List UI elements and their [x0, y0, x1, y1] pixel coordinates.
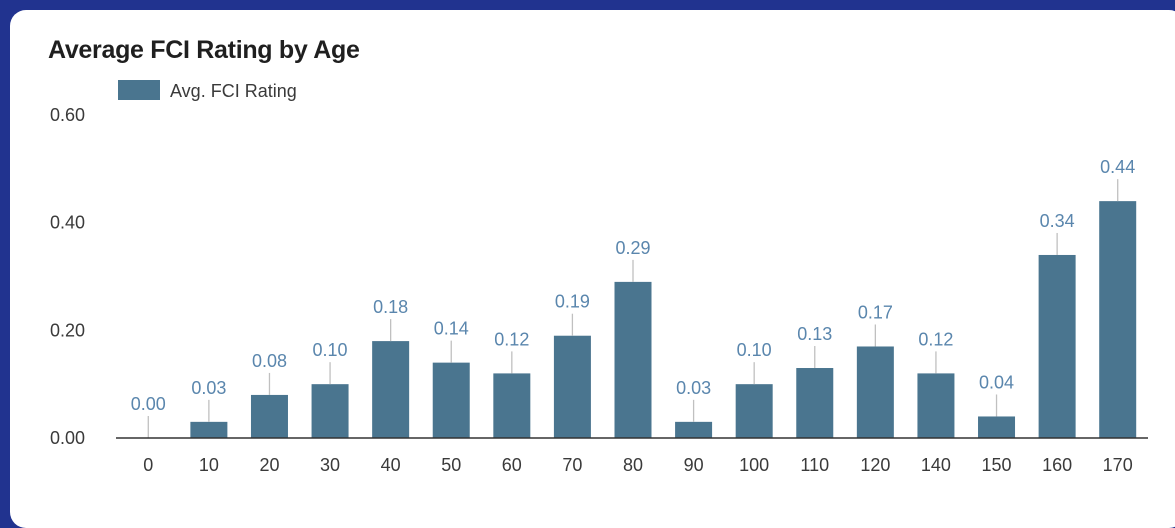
data-label: 0.10	[313, 340, 348, 360]
data-label: 0.08	[252, 351, 287, 371]
bar	[615, 282, 652, 438]
data-label: 0.17	[858, 302, 893, 322]
x-tick-label: 20	[259, 455, 279, 475]
bar	[190, 422, 227, 438]
bar	[493, 373, 530, 438]
bar	[372, 341, 409, 438]
x-tick-label: 110	[800, 455, 829, 475]
data-label: 0.19	[555, 292, 590, 312]
bar	[796, 368, 833, 438]
x-tick-label: 50	[441, 455, 461, 475]
legend-label: Avg. FCI Rating	[170, 81, 297, 101]
y-tick-label: 0.20	[50, 320, 85, 340]
y-tick-label: 0.60	[50, 105, 85, 125]
x-tick-label: 70	[562, 455, 582, 475]
data-label: 0.44	[1100, 157, 1135, 177]
bar	[312, 384, 349, 438]
data-label: 0.34	[1040, 211, 1075, 231]
y-tick-label: 0.40	[50, 213, 85, 233]
data-label: 0.13	[797, 324, 832, 344]
data-label: 0.29	[615, 238, 650, 258]
bar	[554, 336, 591, 438]
data-label: 0.04	[979, 372, 1014, 392]
x-tick-label: 150	[982, 455, 1012, 475]
bar	[857, 346, 894, 438]
x-tick-label: 90	[684, 455, 704, 475]
bar	[433, 363, 470, 438]
data-label: 0.10	[737, 340, 772, 360]
x-tick-label: 0	[143, 455, 153, 475]
bar	[917, 373, 954, 438]
data-label: 0.12	[918, 329, 953, 349]
bar	[978, 416, 1015, 438]
data-label: 0.18	[373, 297, 408, 317]
data-label: 0.14	[434, 319, 469, 339]
data-label: 0.12	[494, 329, 529, 349]
x-tick-label: 170	[1103, 455, 1133, 475]
data-label: 0.03	[191, 378, 226, 398]
bar	[736, 384, 773, 438]
x-tick-label: 80	[623, 455, 643, 475]
x-tick-label: 10	[199, 455, 219, 475]
y-tick-label: 0.00	[50, 428, 85, 448]
data-label: 0.00	[131, 394, 166, 414]
x-tick-label: 120	[860, 455, 890, 475]
legend-swatch	[118, 80, 160, 100]
x-tick-label: 100	[739, 455, 769, 475]
bar	[675, 422, 712, 438]
x-tick-label: 60	[502, 455, 522, 475]
bar	[1039, 255, 1076, 438]
bar	[251, 395, 288, 438]
x-tick-label: 160	[1042, 455, 1072, 475]
bar	[1099, 201, 1136, 438]
x-tick-label: 40	[381, 455, 401, 475]
data-label: 0.03	[676, 378, 711, 398]
x-tick-label: 30	[320, 455, 340, 475]
x-tick-label: 140	[921, 455, 951, 475]
legend: Avg. FCI Rating	[118, 80, 297, 101]
